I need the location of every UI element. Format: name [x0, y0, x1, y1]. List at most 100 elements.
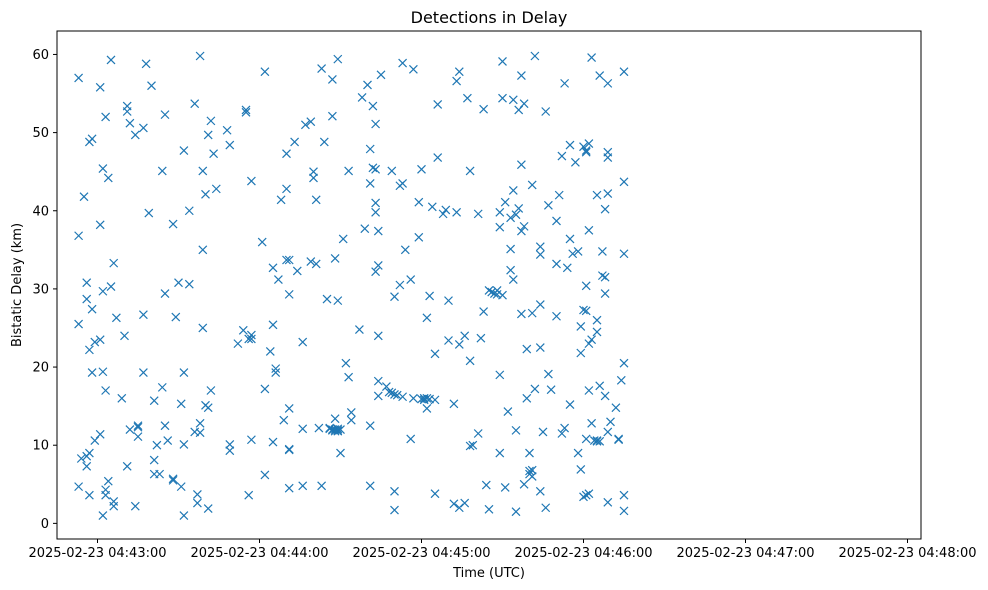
- data-point: [581, 147, 591, 157]
- data-point: [527, 308, 537, 318]
- data-point: [541, 503, 551, 513]
- data-point: [290, 137, 300, 147]
- x-tick-label: 2025-02-23 04:45:00: [352, 546, 490, 561]
- data-point: [552, 259, 561, 269]
- data-point: [373, 376, 383, 386]
- data-point: [500, 197, 510, 207]
- data-point: [74, 73, 84, 83]
- data-point: [597, 271, 607, 281]
- data-point: [79, 192, 89, 202]
- data-point: [95, 429, 105, 439]
- data-point: [527, 472, 537, 481]
- data-point: [400, 245, 410, 255]
- data-point: [198, 245, 208, 255]
- data-point: [330, 414, 340, 424]
- data-point: [417, 164, 426, 174]
- y-tick-label: 10: [32, 439, 49, 454]
- data-point: [368, 101, 378, 111]
- data-point: [365, 144, 375, 154]
- data-point: [141, 59, 151, 69]
- data-point: [495, 370, 505, 380]
- data-point: [90, 337, 100, 347]
- data-point: [184, 206, 194, 216]
- data-point: [101, 386, 111, 395]
- x-tick-label: 2025-02-23 04:47:00: [676, 546, 814, 561]
- data-point: [452, 76, 462, 86]
- data-point: [525, 466, 534, 476]
- data-point: [587, 418, 597, 428]
- data-point: [581, 490, 591, 500]
- data-point: [195, 51, 205, 61]
- data-point: [257, 237, 267, 247]
- data-point: [498, 57, 507, 66]
- data-point: [573, 448, 583, 458]
- data-point: [535, 242, 545, 252]
- data-point: [354, 325, 364, 334]
- data-point: [276, 195, 286, 205]
- data-point: [74, 482, 84, 492]
- data-point: [109, 497, 119, 506]
- data-point: [373, 331, 383, 341]
- data-point: [333, 54, 343, 64]
- data-point: [422, 393, 432, 403]
- data-point: [522, 393, 532, 403]
- data-point: [390, 486, 399, 496]
- data-point: [192, 498, 202, 508]
- data-point: [179, 368, 189, 377]
- data-point: [149, 396, 159, 406]
- data-point: [597, 246, 607, 256]
- data-point: [584, 489, 594, 499]
- data-point: [238, 325, 248, 335]
- data-point: [516, 71, 526, 80]
- data-point: [541, 107, 551, 116]
- data-point: [530, 384, 540, 394]
- data-point: [535, 343, 545, 352]
- data-point: [74, 231, 84, 241]
- data-point: [406, 434, 416, 444]
- data-point: [392, 390, 402, 400]
- data-point: [117, 393, 127, 403]
- data-point: [444, 336, 453, 345]
- data-point: [573, 246, 583, 256]
- data-point: [406, 275, 416, 284]
- data-point: [581, 146, 591, 155]
- data-point: [600, 204, 610, 214]
- data-point: [519, 99, 529, 109]
- data-point: [225, 140, 235, 150]
- data-point: [203, 130, 213, 140]
- data-point: [430, 349, 440, 359]
- data-point: [130, 130, 140, 140]
- data-point: [535, 486, 545, 496]
- data-point: [600, 391, 610, 401]
- data-point: [246, 435, 256, 445]
- data-point: [322, 294, 332, 304]
- data-point: [225, 440, 235, 449]
- data-point: [160, 110, 170, 120]
- data-point: [500, 482, 510, 492]
- data-point: [103, 173, 113, 183]
- y-tick-label: 20: [32, 361, 49, 376]
- data-point: [336, 425, 345, 435]
- data-point: [568, 249, 578, 259]
- data-point: [508, 95, 518, 105]
- data-point: [284, 445, 294, 455]
- data-point: [319, 137, 329, 147]
- data-point: [336, 448, 345, 458]
- data-point: [282, 255, 291, 265]
- data-point: [300, 120, 310, 130]
- data-point: [444, 296, 453, 306]
- data-point: [327, 111, 337, 121]
- data-point: [138, 310, 148, 320]
- data-point: [603, 189, 613, 198]
- data-point: [581, 281, 591, 291]
- y-tick-label: 50: [32, 126, 49, 141]
- data-point: [360, 224, 370, 234]
- data-point: [543, 200, 553, 210]
- data-point: [284, 483, 294, 493]
- data-point: [422, 404, 432, 413]
- data-point: [611, 403, 621, 413]
- data-point: [484, 286, 494, 295]
- data-point: [171, 312, 181, 322]
- data-point: [503, 407, 513, 417]
- data-point: [371, 207, 381, 217]
